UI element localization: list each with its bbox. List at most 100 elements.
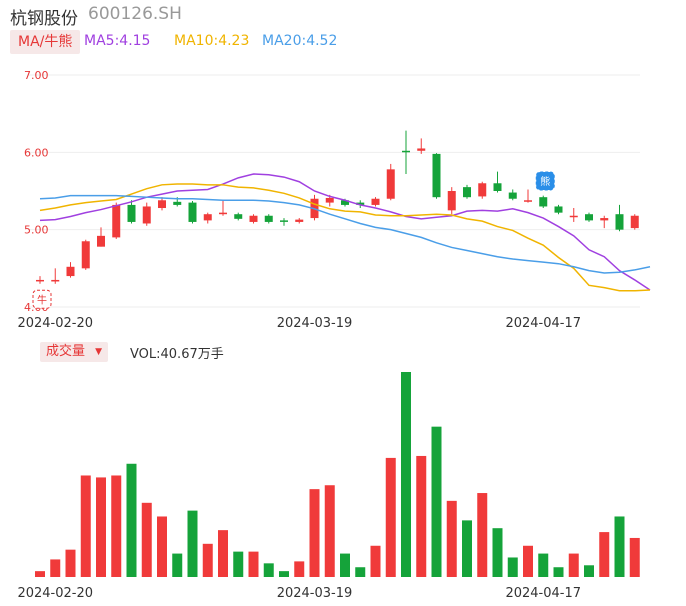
volume-bar xyxy=(294,561,305,577)
candle-body xyxy=(447,191,456,211)
stock-name: 杭钢股份 xyxy=(10,9,78,29)
x-tick-label: 2024-03-19 xyxy=(277,586,353,601)
volume-bar xyxy=(523,545,533,577)
volume-bar xyxy=(584,565,594,577)
volume-bar xyxy=(355,567,366,577)
ma10-line xyxy=(39,183,651,292)
candle-body xyxy=(432,153,441,198)
volume-bar xyxy=(629,537,640,577)
candle-body xyxy=(463,187,471,198)
volume-bar xyxy=(35,571,45,577)
volume-bar xyxy=(172,553,183,577)
volume-bar xyxy=(416,455,427,577)
volume-bar xyxy=(477,493,488,577)
ma5-label: MA5:4.15 xyxy=(84,33,151,49)
badge-label: 牛 xyxy=(37,293,47,306)
candle-body xyxy=(356,202,365,205)
dropdown-arrow-icon: ▼ xyxy=(95,347,103,357)
volume-bar xyxy=(492,528,503,577)
volume-bar xyxy=(385,457,396,577)
candle-body xyxy=(325,197,334,203)
volume-bar xyxy=(462,520,472,577)
candle-body xyxy=(142,206,151,224)
candle-body xyxy=(554,206,563,213)
candle-body xyxy=(295,219,304,222)
volume-bar xyxy=(553,567,564,577)
volume-bar xyxy=(431,426,442,577)
volume-bar xyxy=(233,551,244,577)
volume-bar xyxy=(599,532,610,577)
candle-body xyxy=(234,214,243,219)
volume-bar xyxy=(614,516,625,577)
volume-bar xyxy=(279,571,289,577)
volume-bar xyxy=(141,502,152,577)
candle-body xyxy=(112,204,121,238)
volume-bar xyxy=(96,477,106,577)
volume-bar xyxy=(507,557,518,577)
ma5-line xyxy=(39,173,651,291)
volume-bar xyxy=(263,563,274,577)
candle-body xyxy=(524,200,532,202)
volume-bar xyxy=(65,549,76,577)
candle-body xyxy=(493,183,502,191)
candle-body xyxy=(66,266,75,277)
ma20-label: MA20:4.52 xyxy=(262,33,338,49)
volume-toggle-button[interactable]: 成交量 ▼ xyxy=(40,342,109,362)
y-tick-label: 5.00 xyxy=(24,224,49,237)
volume-bar xyxy=(446,500,457,577)
candle-body xyxy=(203,214,212,221)
candle-body xyxy=(630,215,639,229)
ma10-label: MA10:4.23 xyxy=(174,33,250,49)
candle-body xyxy=(615,214,624,230)
candle-body xyxy=(51,279,60,282)
volume-bar xyxy=(50,559,61,577)
volume-bar xyxy=(340,553,350,577)
candle-body xyxy=(508,192,517,199)
y-tick-label: 6.00 xyxy=(24,146,49,159)
volume-bar xyxy=(401,372,411,577)
volume-bar xyxy=(202,543,213,577)
candle-body xyxy=(264,215,273,222)
candle-body xyxy=(249,215,258,222)
stock-code: 600126.SH xyxy=(88,4,182,24)
x-tick-label: 2024-03-19 xyxy=(277,316,353,331)
volume-bar xyxy=(126,463,137,577)
volume-bar xyxy=(370,545,381,577)
bull-badge xyxy=(32,289,52,309)
candle-body xyxy=(478,183,487,197)
candle-body xyxy=(219,212,227,215)
candle-body xyxy=(280,220,288,222)
candle-body xyxy=(585,214,593,221)
volume-bar xyxy=(157,516,167,577)
candle-body xyxy=(97,235,105,247)
volume-bar xyxy=(248,551,259,577)
volume-bar xyxy=(187,510,198,577)
volume-bar xyxy=(80,475,91,577)
volume-value-label: VOL:40.67万手 xyxy=(130,347,224,362)
x-tick-label: 2024-04-17 xyxy=(505,586,581,601)
candle-body xyxy=(402,150,410,153)
x-tick-label: 2024-04-17 xyxy=(505,316,581,331)
y-tick-label: 7.00 xyxy=(24,69,49,82)
volume-bar xyxy=(111,475,122,577)
badge-label: 熊 xyxy=(540,175,550,188)
candle-body xyxy=(600,218,609,221)
ma-toggle-button[interactable]: MA/牛熊 xyxy=(10,30,81,54)
candle-body xyxy=(36,279,44,282)
volume-bar xyxy=(538,553,549,577)
candle-body xyxy=(188,202,197,222)
volume-bar xyxy=(568,553,579,577)
candle-body xyxy=(173,201,182,205)
volume-bar xyxy=(218,530,228,577)
candle-body xyxy=(81,241,90,269)
candle-body xyxy=(127,204,136,222)
x-tick-label: 2024-02-20 xyxy=(17,586,93,601)
bear-badge xyxy=(535,171,555,191)
volume-bar xyxy=(324,485,335,577)
candle-body xyxy=(417,148,426,151)
candle-body xyxy=(158,200,166,209)
candle-body xyxy=(539,197,548,207)
ma20-line xyxy=(39,194,651,274)
volume-bar xyxy=(309,489,320,577)
